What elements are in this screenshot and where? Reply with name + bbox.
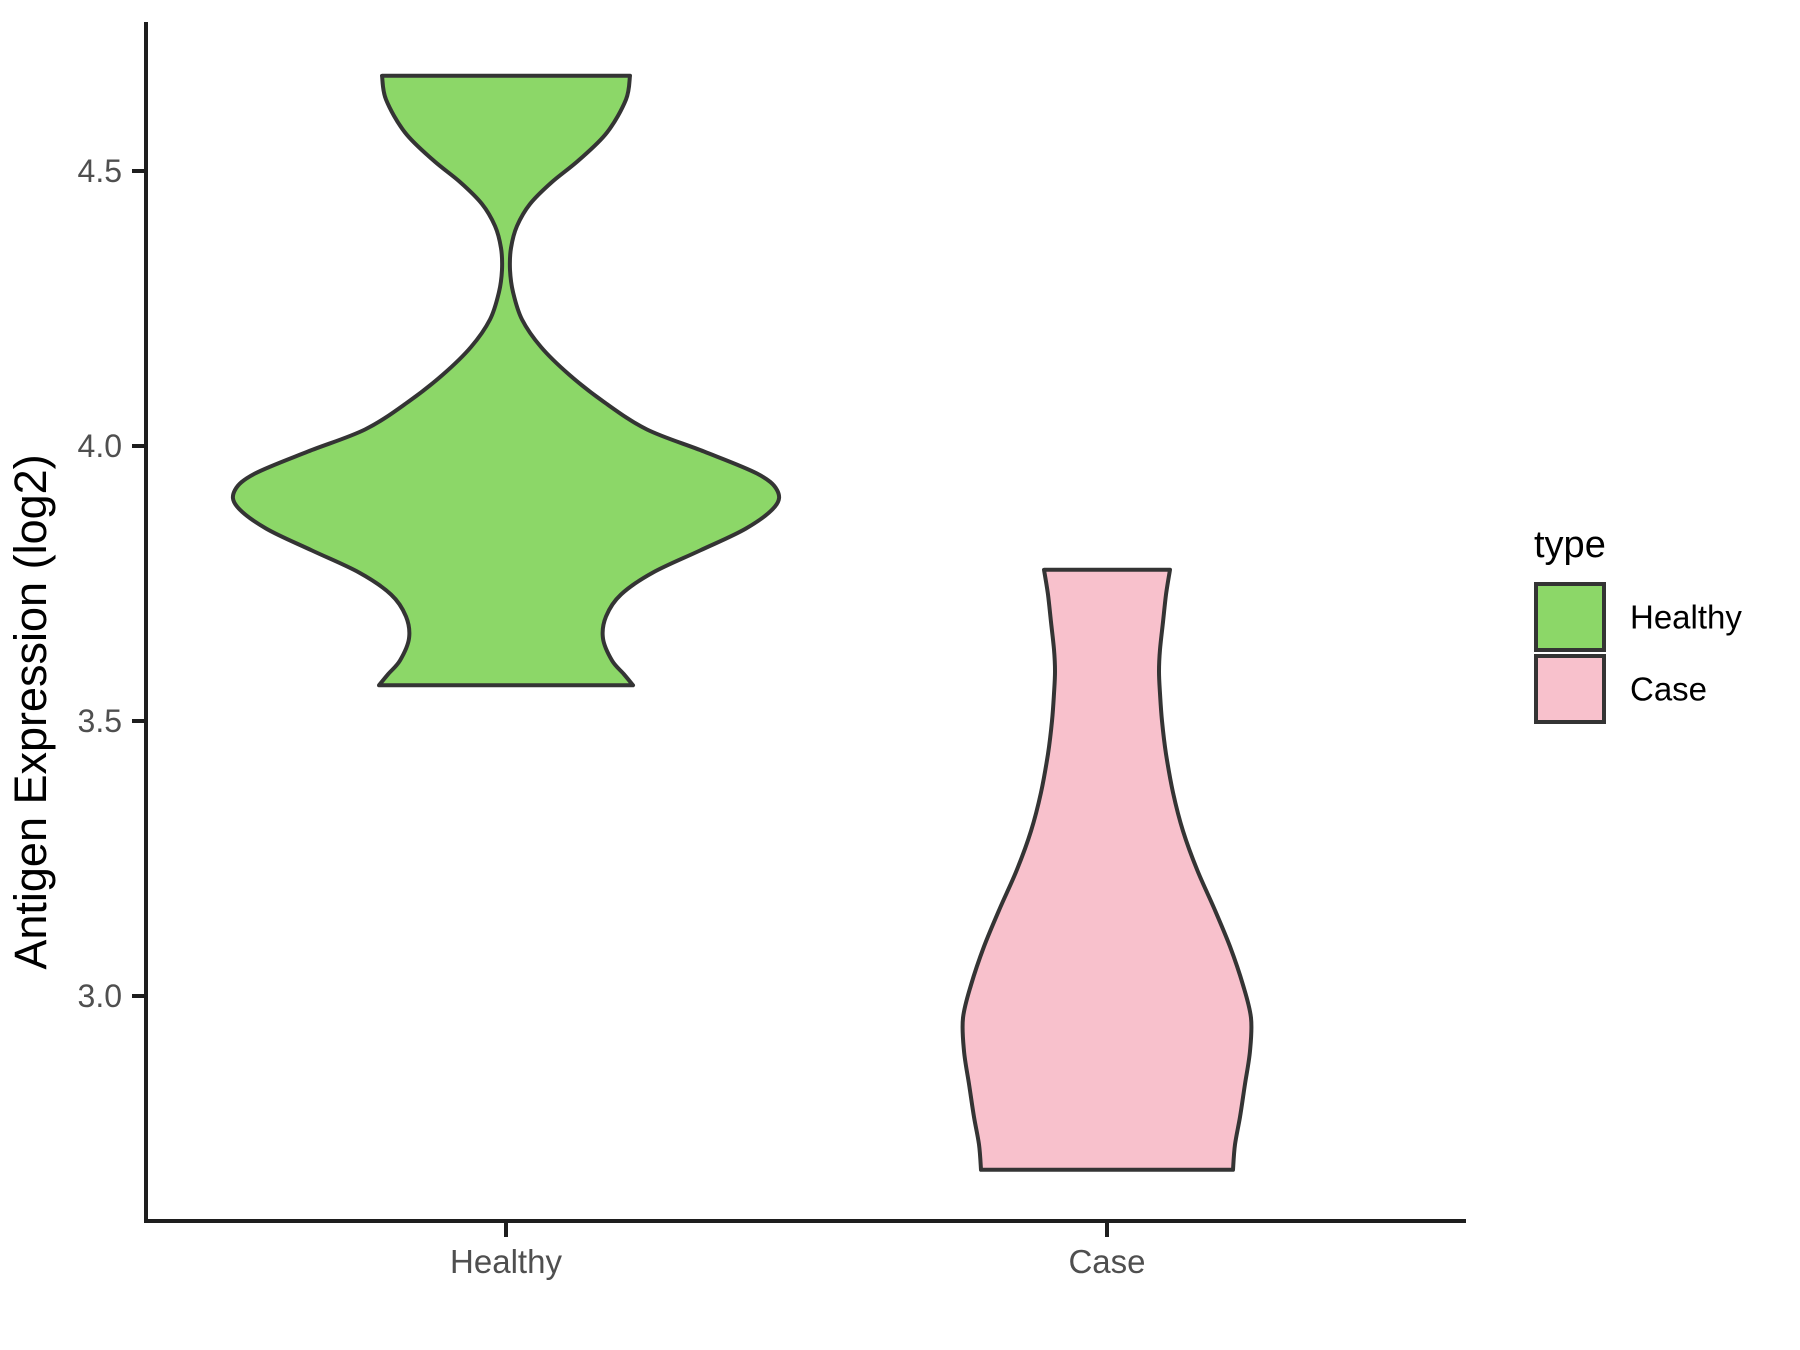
legend-label-case: Case <box>1630 671 1707 708</box>
axes-layer <box>144 22 1466 1223</box>
y-tick-label: 3.0 <box>78 978 122 1014</box>
y-tick-label: 4.5 <box>78 153 122 189</box>
violin-healthy <box>230 73 782 688</box>
legend: type Healthy Case <box>1534 524 1742 724</box>
x-tick-label-case: Case <box>1068 1243 1145 1280</box>
y-axis-ticks: 4.5 4.0 3.5 3.0 <box>78 153 146 1014</box>
legend-swatch-healthy <box>1534 582 1606 652</box>
y-tick-label: 3.5 <box>78 703 122 739</box>
y-tick-label: 4.0 <box>78 428 122 464</box>
legend-label-healthy: Healthy <box>1630 599 1742 636</box>
violin-layer <box>230 73 1254 1172</box>
y-axis-title: Antigen Expression (log2) <box>5 454 56 969</box>
legend-title: type <box>1534 524 1606 566</box>
x-tick-label-healthy: Healthy <box>450 1243 562 1280</box>
legend-swatch-case <box>1534 654 1606 724</box>
x-axis-ticks: Healthy Case <box>450 1221 1146 1280</box>
violin-case <box>960 567 1254 1172</box>
